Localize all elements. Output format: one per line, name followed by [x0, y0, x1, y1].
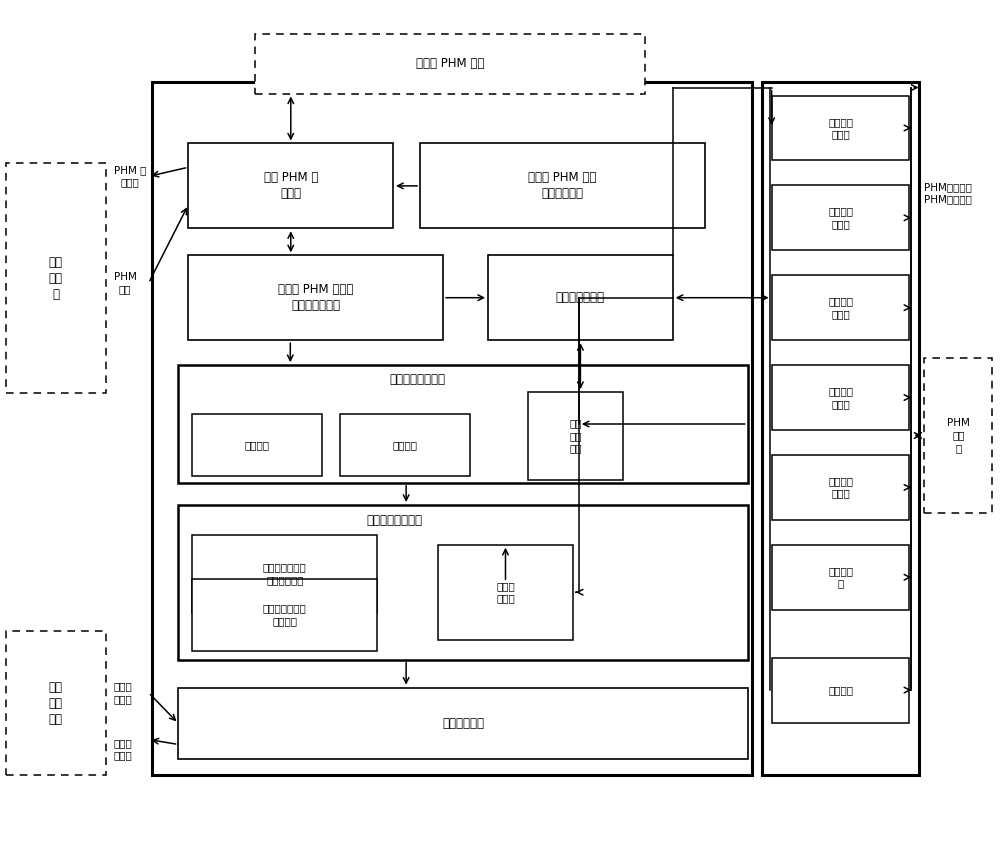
Bar [340, 414, 470, 476]
Text: 冲击监测: 冲击监测 [245, 440, 270, 450]
Text: 损伤评估: 损伤评估 [393, 440, 418, 450]
Bar [438, 544, 573, 639]
Text: 飞行参数
数据库: 飞行参数 数据库 [828, 387, 853, 409]
Bar [762, 81, 919, 775]
Text: 状态评估
数据库: 状态评估 数据库 [828, 207, 853, 229]
Bar [255, 34, 645, 93]
Text: 硬件参数
数据库: 硬件参数 数据库 [828, 297, 853, 319]
Bar [772, 544, 909, 610]
Text: 成员级 PHM 系统数
据传输驱动模块: 成员级 PHM 系统数 据传输驱动模块 [278, 283, 353, 312]
Text: 触发后
勤管理: 触发后 勤管理 [114, 739, 132, 761]
Text: 应变
趋势
分析: 应变 趋势 分析 [569, 419, 582, 454]
Bar [152, 81, 752, 775]
Text: 健康状态预测模块: 健康状态预测模块 [367, 515, 423, 527]
Bar [772, 657, 909, 722]
Text: 数据库驱动模块: 数据库驱动模块 [556, 291, 605, 304]
Text: PHM归档信息
PHM历史数据: PHM归档信息 PHM历史数据 [924, 182, 972, 204]
Bar [178, 505, 748, 660]
Text: PHM
数据
库: PHM 数据 库 [947, 418, 970, 453]
Text: 成员级 PHM 系统: 成员级 PHM 系统 [416, 57, 484, 70]
Bar [188, 143, 393, 228]
Text: 原始数据
数据库: 原始数据 数据库 [828, 117, 853, 139]
Text: 决策生成模块: 决策生成模块 [442, 717, 484, 730]
Bar [772, 365, 909, 430]
Bar [772, 96, 909, 160]
Bar [528, 392, 623, 480]
Bar [772, 276, 909, 340]
Text: PHM
信息: PHM 信息 [114, 272, 136, 294]
Bar [192, 535, 377, 613]
Bar [178, 688, 748, 760]
Text: 结构 PHM 通
讯模块: 结构 PHM 通 讯模块 [264, 171, 318, 200]
Text: 历史数据: 历史数据 [828, 685, 853, 695]
Text: 基于模型的损伤
预测模块: 基于模型的损伤 预测模块 [263, 604, 307, 626]
Bar [188, 255, 443, 340]
Text: 基于数据驱动的
损伤预测模块: 基于数据驱动的 损伤预测模块 [263, 562, 307, 585]
Bar [488, 255, 673, 340]
Text: 成员级 PHM 系统
控制驱动模块: 成员级 PHM 系统 控制驱动模块 [528, 171, 597, 200]
Text: 状态预测
数据库: 状态预测 数据库 [828, 477, 853, 499]
Bar [6, 164, 106, 393]
Bar [178, 365, 748, 483]
Text: 可用维
护资源: 可用维 护资源 [114, 681, 132, 704]
Bar [420, 143, 705, 228]
Bar [772, 455, 909, 520]
Text: 海量
存储
器: 海量 存储 器 [49, 256, 63, 301]
Text: 地面
后勤
管理: 地面 后勤 管理 [49, 681, 63, 726]
Bar [924, 358, 992, 513]
Text: PHM 任
务配置: PHM 任 务配置 [114, 165, 146, 187]
Text: 决策数据
库: 决策数据 库 [828, 566, 853, 589]
Text: 健康状态评估模块: 健康状态评估模块 [390, 372, 446, 386]
Bar [772, 186, 909, 250]
Bar [192, 414, 322, 476]
Text: 知识推
理模块: 知识推 理模块 [496, 581, 515, 604]
Bar [192, 578, 377, 650]
Bar [6, 631, 106, 775]
